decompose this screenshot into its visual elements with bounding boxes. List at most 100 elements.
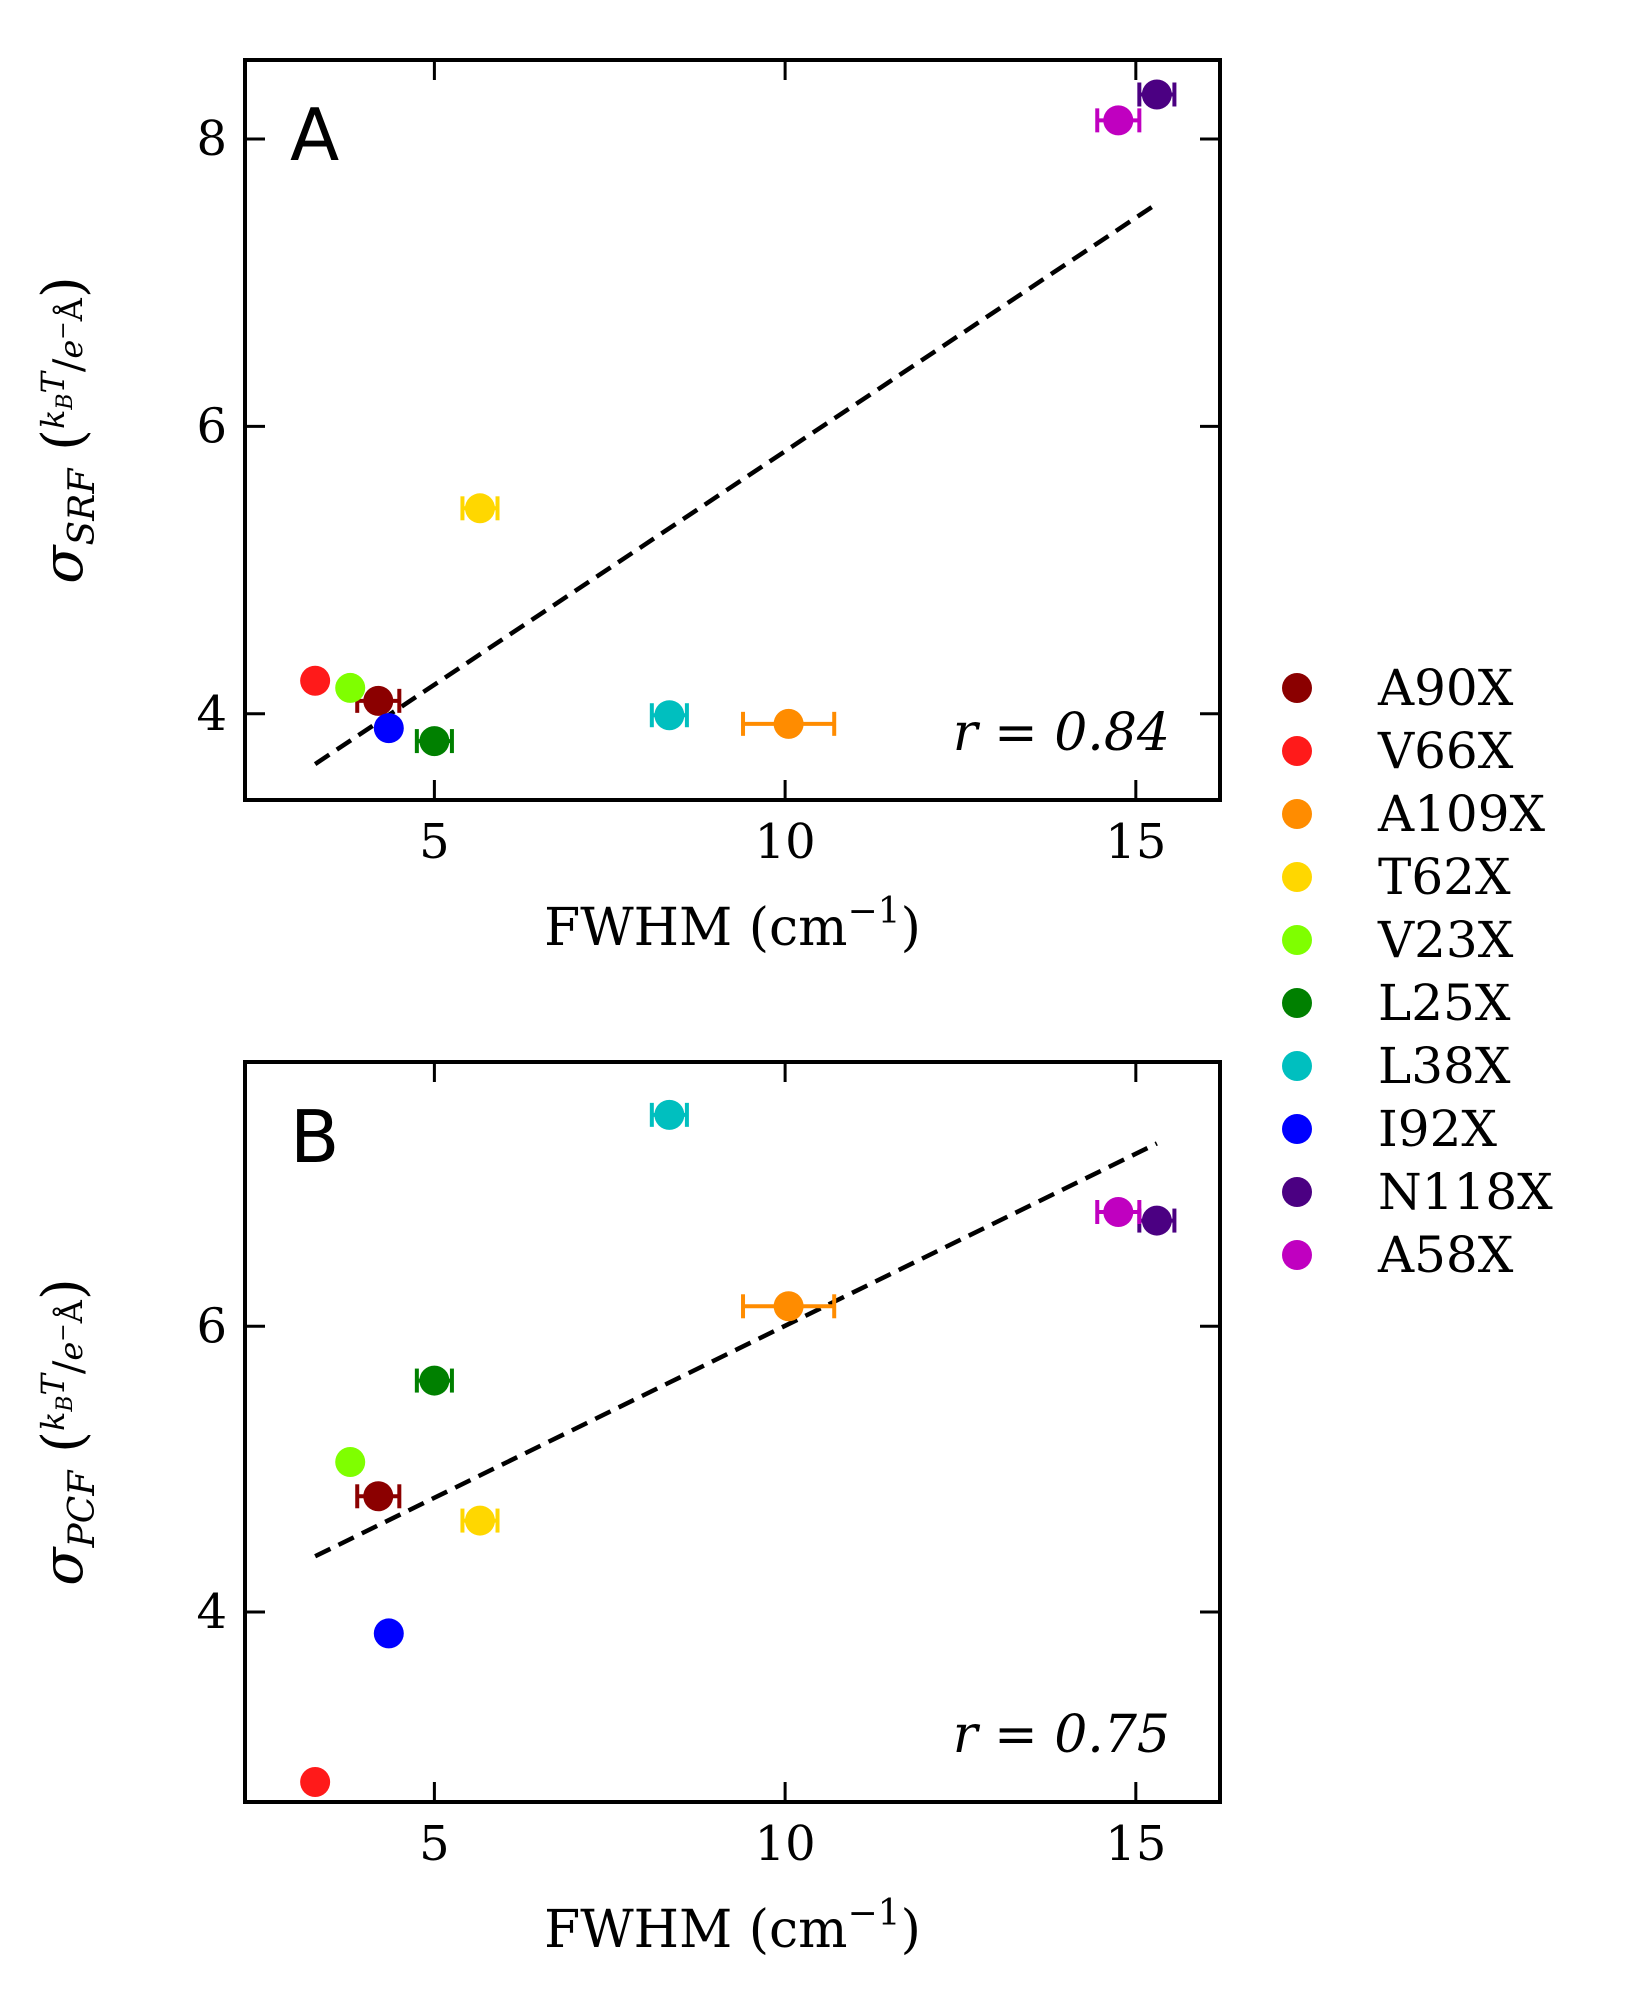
data-point-l25x bbox=[414, 1365, 454, 1396]
data-point-a109x bbox=[741, 1291, 837, 1322]
legend-label: I92X bbox=[1378, 1100, 1497, 1158]
legend-marker bbox=[1282, 862, 1312, 892]
legend-label: A109X bbox=[1377, 785, 1546, 843]
x-axis-label-exponent: −1 bbox=[848, 1893, 901, 1934]
data-point-n118x bbox=[1137, 79, 1177, 110]
legend-marker bbox=[1282, 1051, 1312, 1081]
y-axis-unit-numerator-tail: T bbox=[34, 369, 72, 393]
y-axis-unit-numerator: k bbox=[34, 1412, 72, 1431]
y-tick-label: 4 bbox=[196, 1584, 227, 1640]
marker bbox=[464, 1505, 495, 1536]
plot-frame bbox=[243, 1060, 1222, 1804]
legend-marker bbox=[1282, 1114, 1312, 1144]
x-tick-label: 10 bbox=[755, 1816, 816, 1872]
legend-item-i92x: I92X bbox=[1282, 1100, 1497, 1158]
legend-item-l38x: L38X bbox=[1282, 1037, 1511, 1095]
legend-item-t62x: T62X bbox=[1282, 848, 1511, 906]
y-tick-label: 8 bbox=[196, 111, 227, 167]
marker bbox=[773, 1291, 804, 1322]
y-axis-label: σPCF (kBT/e−Å) bbox=[31, 1278, 103, 1585]
marker bbox=[363, 685, 394, 716]
legend-marker bbox=[1282, 988, 1312, 1018]
data-point-a58x bbox=[1095, 105, 1142, 136]
marker bbox=[335, 1447, 366, 1477]
y-axis-label-symbol: σ bbox=[31, 1546, 96, 1586]
marker bbox=[335, 672, 366, 703]
fit-line bbox=[313, 201, 1159, 766]
correlation-annotation: r = 0.84 bbox=[953, 703, 1170, 763]
x-axis-label: FWHM (cm−1) bbox=[544, 1893, 921, 1960]
y-axis-label-open: ( bbox=[31, 429, 96, 469]
y-axis-unit-slash: / bbox=[46, 1360, 92, 1374]
legend-item-v66x: V66X bbox=[1282, 722, 1514, 780]
legend-marker bbox=[1282, 925, 1312, 955]
y-axis-label-open: ( bbox=[31, 1431, 96, 1471]
legend-item-l25x: L25X bbox=[1282, 974, 1511, 1032]
y-axis-unit-denominator-tail: Å bbox=[52, 297, 90, 322]
marker bbox=[464, 493, 495, 524]
legend-label: V23X bbox=[1377, 911, 1514, 969]
data-point-t62x bbox=[460, 493, 500, 524]
legend-marker bbox=[1282, 799, 1312, 829]
y-axis-label-subscript: PCF bbox=[62, 1469, 103, 1549]
data-point-v66x bbox=[300, 665, 331, 696]
y-tick-label: 6 bbox=[196, 398, 227, 454]
marker bbox=[1103, 105, 1134, 136]
y-axis-unit-numerator: k bbox=[34, 410, 72, 429]
legend-label: A58X bbox=[1377, 1226, 1514, 1284]
fit-line bbox=[314, 1141, 1158, 1559]
y-axis-label-subscript: SRF bbox=[62, 467, 103, 546]
legend-label: L25X bbox=[1378, 974, 1511, 1032]
marker bbox=[1103, 1197, 1134, 1227]
marker bbox=[773, 708, 804, 739]
y-tick-label: 6 bbox=[196, 1298, 227, 1354]
legend-marker bbox=[1282, 1177, 1312, 1207]
y-axis-label-close: ) bbox=[31, 276, 96, 298]
panel-label: B bbox=[290, 1095, 339, 1179]
data-point-a90x bbox=[355, 1481, 402, 1512]
x-axis-label: FWHM (cm−1) bbox=[544, 891, 921, 958]
x-axis-label-text: FWHM (cm bbox=[544, 898, 847, 958]
data-point-i92x bbox=[373, 713, 404, 744]
y-axis-unit-numerator-sub: B bbox=[53, 393, 78, 410]
marker bbox=[363, 1481, 394, 1512]
legend: A90XV66XA109XT62XV23XL25XL38XI92XN118XA5… bbox=[1282, 659, 1553, 1284]
data-point-i92x bbox=[373, 1618, 404, 1649]
legend-marker bbox=[1282, 736, 1312, 766]
marker bbox=[373, 713, 404, 744]
plot-frame bbox=[243, 58, 1222, 802]
data-point-l38x bbox=[649, 700, 689, 731]
data-point-v23x bbox=[335, 672, 366, 703]
marker bbox=[300, 665, 331, 696]
data-point-t62x bbox=[460, 1505, 500, 1536]
data-point-v23x bbox=[335, 1447, 366, 1477]
legend-item-a90x: A90X bbox=[1282, 659, 1514, 717]
data-point-a109x bbox=[741, 708, 837, 739]
correlation-annotation: r = 0.75 bbox=[953, 1705, 1170, 1765]
legend-label: V66X bbox=[1377, 722, 1514, 780]
x-axis-label-text: FWHM (cm bbox=[544, 1900, 847, 1960]
y-axis-label-close: ) bbox=[31, 1278, 96, 1300]
y-axis-unit-denominator: e bbox=[52, 1342, 90, 1361]
legend-label: L38X bbox=[1378, 1037, 1511, 1095]
legend-item-a109x: A109X bbox=[1282, 785, 1546, 843]
marker bbox=[419, 726, 450, 757]
marker bbox=[1141, 79, 1172, 110]
x-axis-label-close: ) bbox=[901, 1900, 921, 1960]
legend-item-n118x: N118X bbox=[1282, 1163, 1553, 1221]
marker bbox=[419, 1365, 450, 1396]
x-tick-label: 5 bbox=[419, 1816, 450, 1872]
legend-marker bbox=[1282, 1240, 1312, 1270]
y-axis-unit-denominator: e bbox=[52, 340, 90, 359]
legend-label: T62X bbox=[1378, 848, 1511, 906]
legend-label: A90X bbox=[1377, 659, 1514, 717]
legend-item-a58x: A58X bbox=[1282, 1226, 1514, 1284]
data-point-v66x bbox=[300, 1767, 331, 1797]
panel-label: A bbox=[290, 93, 339, 177]
marker bbox=[1141, 1205, 1172, 1236]
y-axis-unit-numerator-sub: B bbox=[53, 1395, 78, 1412]
y-axis-unit-slash: / bbox=[46, 358, 92, 372]
